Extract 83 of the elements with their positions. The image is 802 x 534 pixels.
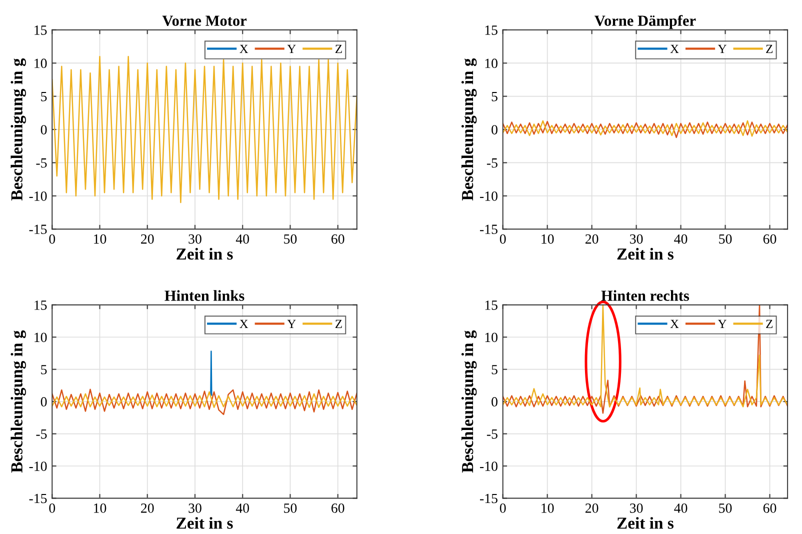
x-tick-label: 40 — [236, 234, 250, 244]
x-tick-label: 50 — [719, 503, 732, 513]
x-axis-title: Zeit in s — [176, 248, 233, 260]
y-tick-label: 0 — [492, 125, 498, 134]
y-axis-title: Beschleunigung in g — [461, 58, 477, 201]
y-tick-label: 10 — [485, 332, 498, 342]
y-tick-label: 0 — [492, 397, 498, 407]
x-tick-label: 20 — [141, 503, 154, 513]
x-tick-label: 30 — [188, 234, 202, 244]
x-tick-label: 60 — [331, 503, 344, 513]
y-axis-title: Beschleunigung in g — [10, 58, 26, 201]
x-tick-label: 10 — [94, 503, 106, 513]
legend-label: Y — [287, 44, 296, 54]
y-tick-label: 15 — [485, 26, 498, 35]
x-tick-label: 40 — [674, 503, 688, 513]
y-tick-label: -15 — [29, 494, 47, 504]
legend-label: X — [670, 320, 679, 328]
x-tick-label: 60 — [763, 234, 776, 244]
x-axis-title: Zeit in s — [617, 517, 674, 529]
legend-label: X — [240, 320, 248, 328]
x-axis-title: Zeit in s — [617, 248, 674, 260]
y-tick-label: 15 — [34, 300, 47, 310]
y-tick-label: 0 — [40, 125, 47, 134]
x-tick-label: 50 — [284, 503, 297, 513]
y-tick-label: -15 — [480, 494, 498, 504]
x-tick-label: 40 — [674, 234, 688, 244]
x-tick-label: 60 — [763, 503, 776, 513]
x-tick-label: 30 — [188, 503, 202, 513]
line-series — [52, 388, 357, 416]
x-tick-label: 60 — [331, 234, 344, 244]
x-tick-label: 30 — [630, 234, 643, 244]
x-axis-title: Zeit in s — [176, 517, 233, 529]
legend-label: Y — [718, 44, 726, 54]
x-tick-label: 10 — [542, 234, 554, 244]
x-tick-label: 0 — [500, 234, 506, 244]
chart-title: Hinten links — [164, 290, 244, 301]
y-tick-label: -15 — [480, 224, 498, 234]
x-tick-label: 10 — [94, 234, 106, 244]
y-tick-label: 10 — [34, 332, 47, 342]
y-tick-label: 10 — [485, 58, 498, 68]
x-tick-label: 0 — [500, 503, 506, 513]
x-tick-label: 10 — [542, 503, 554, 513]
y-tick-label: 5 — [41, 92, 47, 102]
legend-label: Z — [335, 320, 342, 328]
y-tick-label: -10 — [480, 191, 498, 201]
x-tick-label: 0 — [49, 234, 56, 244]
y-tick-label: -5 — [36, 430, 47, 439]
legend-label: Y — [718, 320, 726, 328]
y-tick-label: 15 — [485, 300, 498, 310]
y-tick-label: -5 — [486, 158, 498, 168]
legend-label: Z — [766, 44, 773, 54]
x-tick-label: 50 — [719, 234, 732, 244]
line-series — [52, 391, 357, 408]
chart-title: Hinten rechts — [601, 290, 690, 301]
legend-label: X — [670, 44, 679, 54]
x-tick-label: 20 — [141, 234, 154, 244]
y-tick-label: -15 — [29, 224, 47, 234]
x-tick-label: 50 — [284, 234, 297, 244]
chart-title: Vorne Dämpfer — [594, 14, 696, 29]
legend-label: Z — [335, 44, 342, 54]
y-tick-label: -10 — [480, 462, 498, 471]
x-tick-label: 20 — [585, 503, 598, 513]
legend-label: Y — [287, 320, 296, 328]
x-tick-label: 20 — [585, 234, 598, 244]
y-tick-label: 5 — [492, 365, 498, 374]
y-tick-label: -10 — [29, 462, 47, 471]
y-tick-label: 5 — [492, 92, 498, 102]
y-tick-label: -5 — [36, 158, 47, 168]
legend-label: X — [240, 44, 248, 54]
y-tick-label: -10 — [29, 191, 47, 201]
y-axis-title: Beschleunigung in g — [461, 330, 477, 473]
line-series — [52, 56, 357, 204]
legend-label: Z — [766, 320, 773, 328]
y-axis-title: Beschleunigung in g — [10, 330, 26, 473]
x-tick-label: 0 — [49, 503, 56, 513]
y-tick-label: 0 — [40, 397, 47, 407]
x-tick-label: 30 — [630, 503, 643, 513]
y-tick-label: 5 — [41, 365, 47, 374]
chart-title: Vorne Motor — [162, 16, 247, 26]
y-tick-label: 15 — [34, 26, 47, 35]
x-tick-label: 40 — [236, 503, 250, 513]
y-tick-label: -5 — [486, 430, 498, 439]
y-tick-label: 10 — [34, 58, 47, 68]
